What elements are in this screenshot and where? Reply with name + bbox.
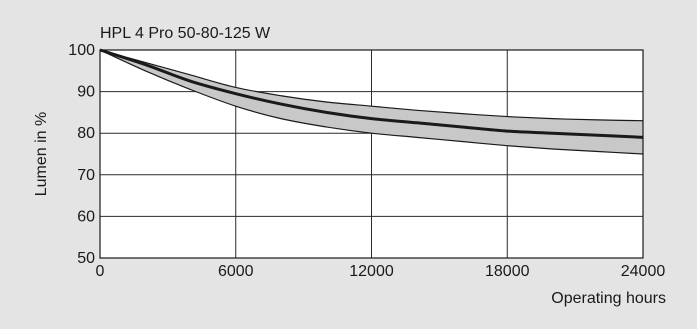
tolerance-band [100,50,643,154]
y-tick-label: 90 [77,84,95,101]
x-axis-label: Operating hours [551,290,666,307]
chart-title: HPL 4 Pro 50-80-125 W [100,25,271,42]
y-tick-label: 70 [77,167,95,184]
x-tick-label: 6000 [218,263,254,280]
x-tick-label: 0 [96,263,105,280]
y-tick-label: 50 [77,250,95,267]
x-tick-label: 12000 [349,263,394,280]
x-tick-label: 24000 [621,263,666,280]
plot-frame [99,49,644,259]
y-tick-label: 100 [68,42,95,59]
y-tick-label: 80 [77,125,95,142]
x-tick-labels: 0 6000 12000 18000 24000 [96,263,666,280]
mean-lumen-line [99,48,644,139]
y-tick-labels: 50 60 70 80 90 100 [68,42,95,267]
upper-boundary-line [99,49,644,122]
y-axis-label: Lumen in % [33,112,50,197]
y-tick-label: 60 [77,208,95,225]
x-tick-label: 18000 [485,263,530,280]
lower-boundary-line [99,49,644,155]
